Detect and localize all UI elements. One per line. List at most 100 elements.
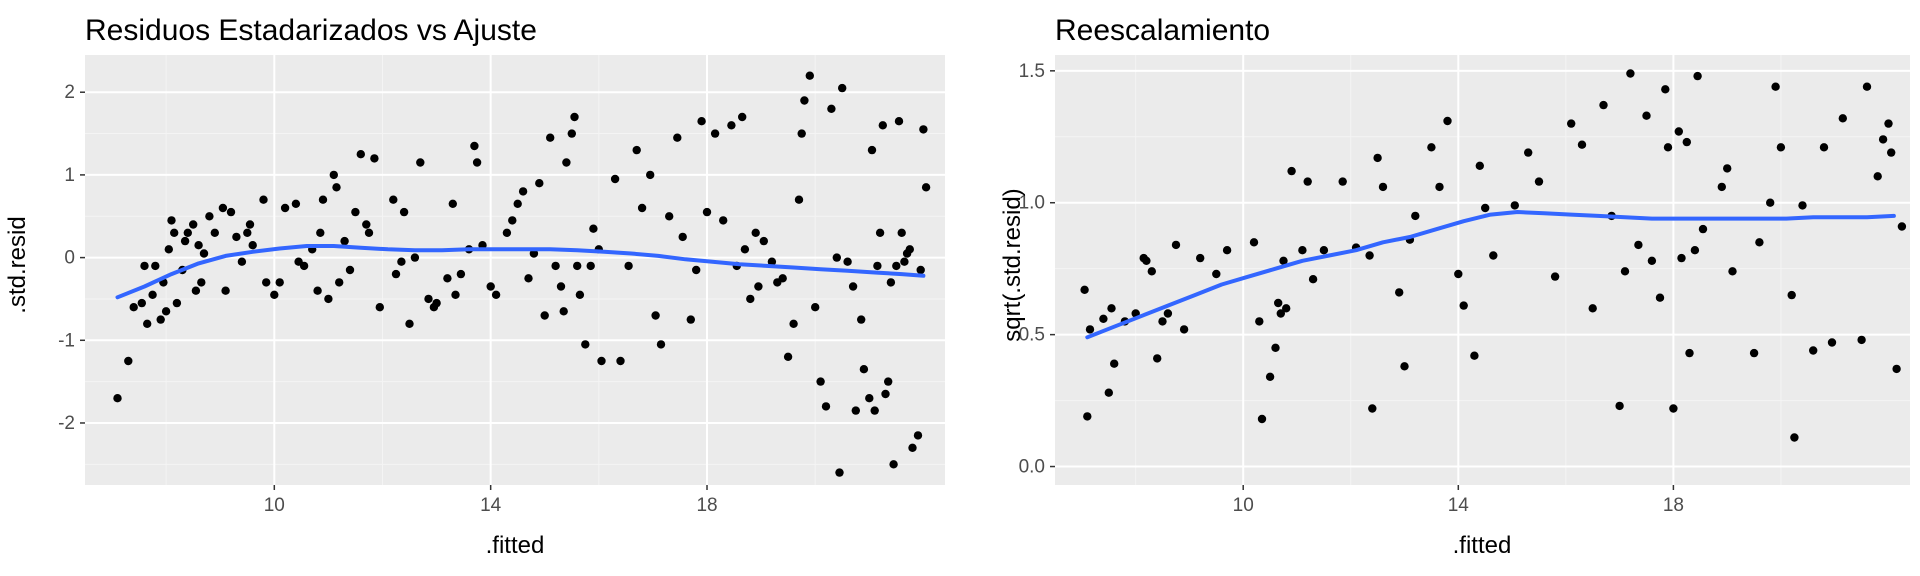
data-point: [759, 236, 768, 246]
data-point: [391, 269, 401, 279]
data-point: [908, 443, 917, 452]
data-point: [1308, 275, 1318, 284]
data-point: [180, 236, 190, 246]
data-point: [1798, 201, 1807, 210]
data-point: [1723, 164, 1732, 173]
data-point: [199, 249, 209, 258]
data-point: [1276, 309, 1286, 318]
data-point: [1838, 114, 1848, 123]
data-point: [164, 245, 173, 254]
data-point: [443, 274, 452, 283]
data-point: [1669, 404, 1678, 413]
data-point: [1249, 238, 1259, 247]
data-point: [1411, 211, 1420, 221]
data-point: [1099, 314, 1108, 323]
data-point: [513, 199, 522, 208]
data-point: [851, 406, 860, 415]
data-point: [1196, 253, 1205, 263]
data-point: [535, 179, 544, 188]
data-point: [794, 195, 804, 204]
data-point: [1179, 325, 1189, 334]
data-point: [573, 261, 582, 271]
y-tick-label: 0.0: [1019, 457, 1045, 478]
data-point: [1577, 140, 1587, 149]
data-point: [919, 125, 928, 134]
y-tick-label: -1: [58, 330, 75, 351]
data-point: [1158, 317, 1167, 326]
data-point: [1884, 119, 1893, 128]
data-point: [1663, 143, 1673, 152]
data-point: [1271, 343, 1280, 352]
data-point: [897, 228, 906, 237]
data-point: [167, 216, 176, 225]
data-point: [1887, 148, 1896, 157]
data-point: [559, 307, 568, 316]
data-point: [397, 257, 406, 266]
data-point: [275, 278, 284, 287]
data-point: [1435, 182, 1444, 192]
data-point: [245, 220, 255, 229]
data-point: [900, 257, 909, 266]
data-point: [665, 212, 674, 221]
data-point: [710, 129, 720, 138]
data-point: [800, 96, 809, 105]
y-axis-label-right: sqrt(.std.resid): [999, 188, 1026, 341]
data-point: [1634, 240, 1643, 250]
data-point: [362, 220, 371, 229]
data-point: [335, 278, 344, 287]
data-point: [1368, 404, 1377, 413]
data-point: [865, 394, 874, 403]
data-point: [1749, 348, 1759, 358]
data-point: [567, 129, 576, 138]
data-point: [1620, 267, 1630, 276]
data-point: [1338, 177, 1347, 186]
data-point: [816, 377, 825, 386]
x-tick-label: 18: [696, 495, 717, 516]
data-point: [575, 290, 585, 299]
data-point: [237, 257, 247, 266]
data-point: [838, 83, 847, 93]
data-point: [610, 174, 620, 184]
data-point: [848, 282, 858, 291]
data-point: [148, 290, 157, 299]
data-point: [740, 245, 750, 254]
data-point: [702, 207, 712, 217]
data-point: [1470, 351, 1479, 360]
plot-panel-right: [1055, 55, 1910, 485]
data-point: [651, 311, 660, 320]
data-point: [878, 121, 887, 130]
data-point: [1550, 272, 1560, 281]
y-tick-label: 1.5: [1019, 61, 1045, 82]
data-point: [827, 104, 836, 114]
data-point: [589, 224, 598, 233]
data-point: [1153, 354, 1162, 363]
data-point: [783, 352, 793, 361]
data-point: [529, 249, 539, 258]
data-point: [259, 195, 268, 204]
data-point: [905, 245, 914, 254]
x-tick-label: 10: [1233, 495, 1254, 516]
data-point: [656, 340, 666, 349]
data-point: [399, 207, 409, 217]
data-point: [1481, 203, 1490, 213]
data-point: [1255, 317, 1264, 326]
data-point: [1728, 267, 1737, 276]
data-point: [1776, 143, 1786, 152]
data-point: [843, 257, 852, 266]
data-point: [1685, 348, 1694, 358]
data-point: [1897, 222, 1907, 231]
data-point: [805, 71, 814, 80]
data-point: [170, 228, 179, 237]
data-point: [789, 319, 798, 328]
data-point: [1163, 309, 1173, 318]
data-point: [1819, 143, 1829, 152]
data-point: [738, 112, 747, 122]
data-point: [1534, 177, 1544, 186]
data-point: [767, 257, 777, 266]
data-point: [129, 303, 138, 312]
data-point: [570, 112, 579, 122]
data-point: [857, 315, 866, 324]
data-point: [451, 290, 460, 299]
data-point: [832, 253, 841, 262]
data-point: [364, 228, 374, 237]
